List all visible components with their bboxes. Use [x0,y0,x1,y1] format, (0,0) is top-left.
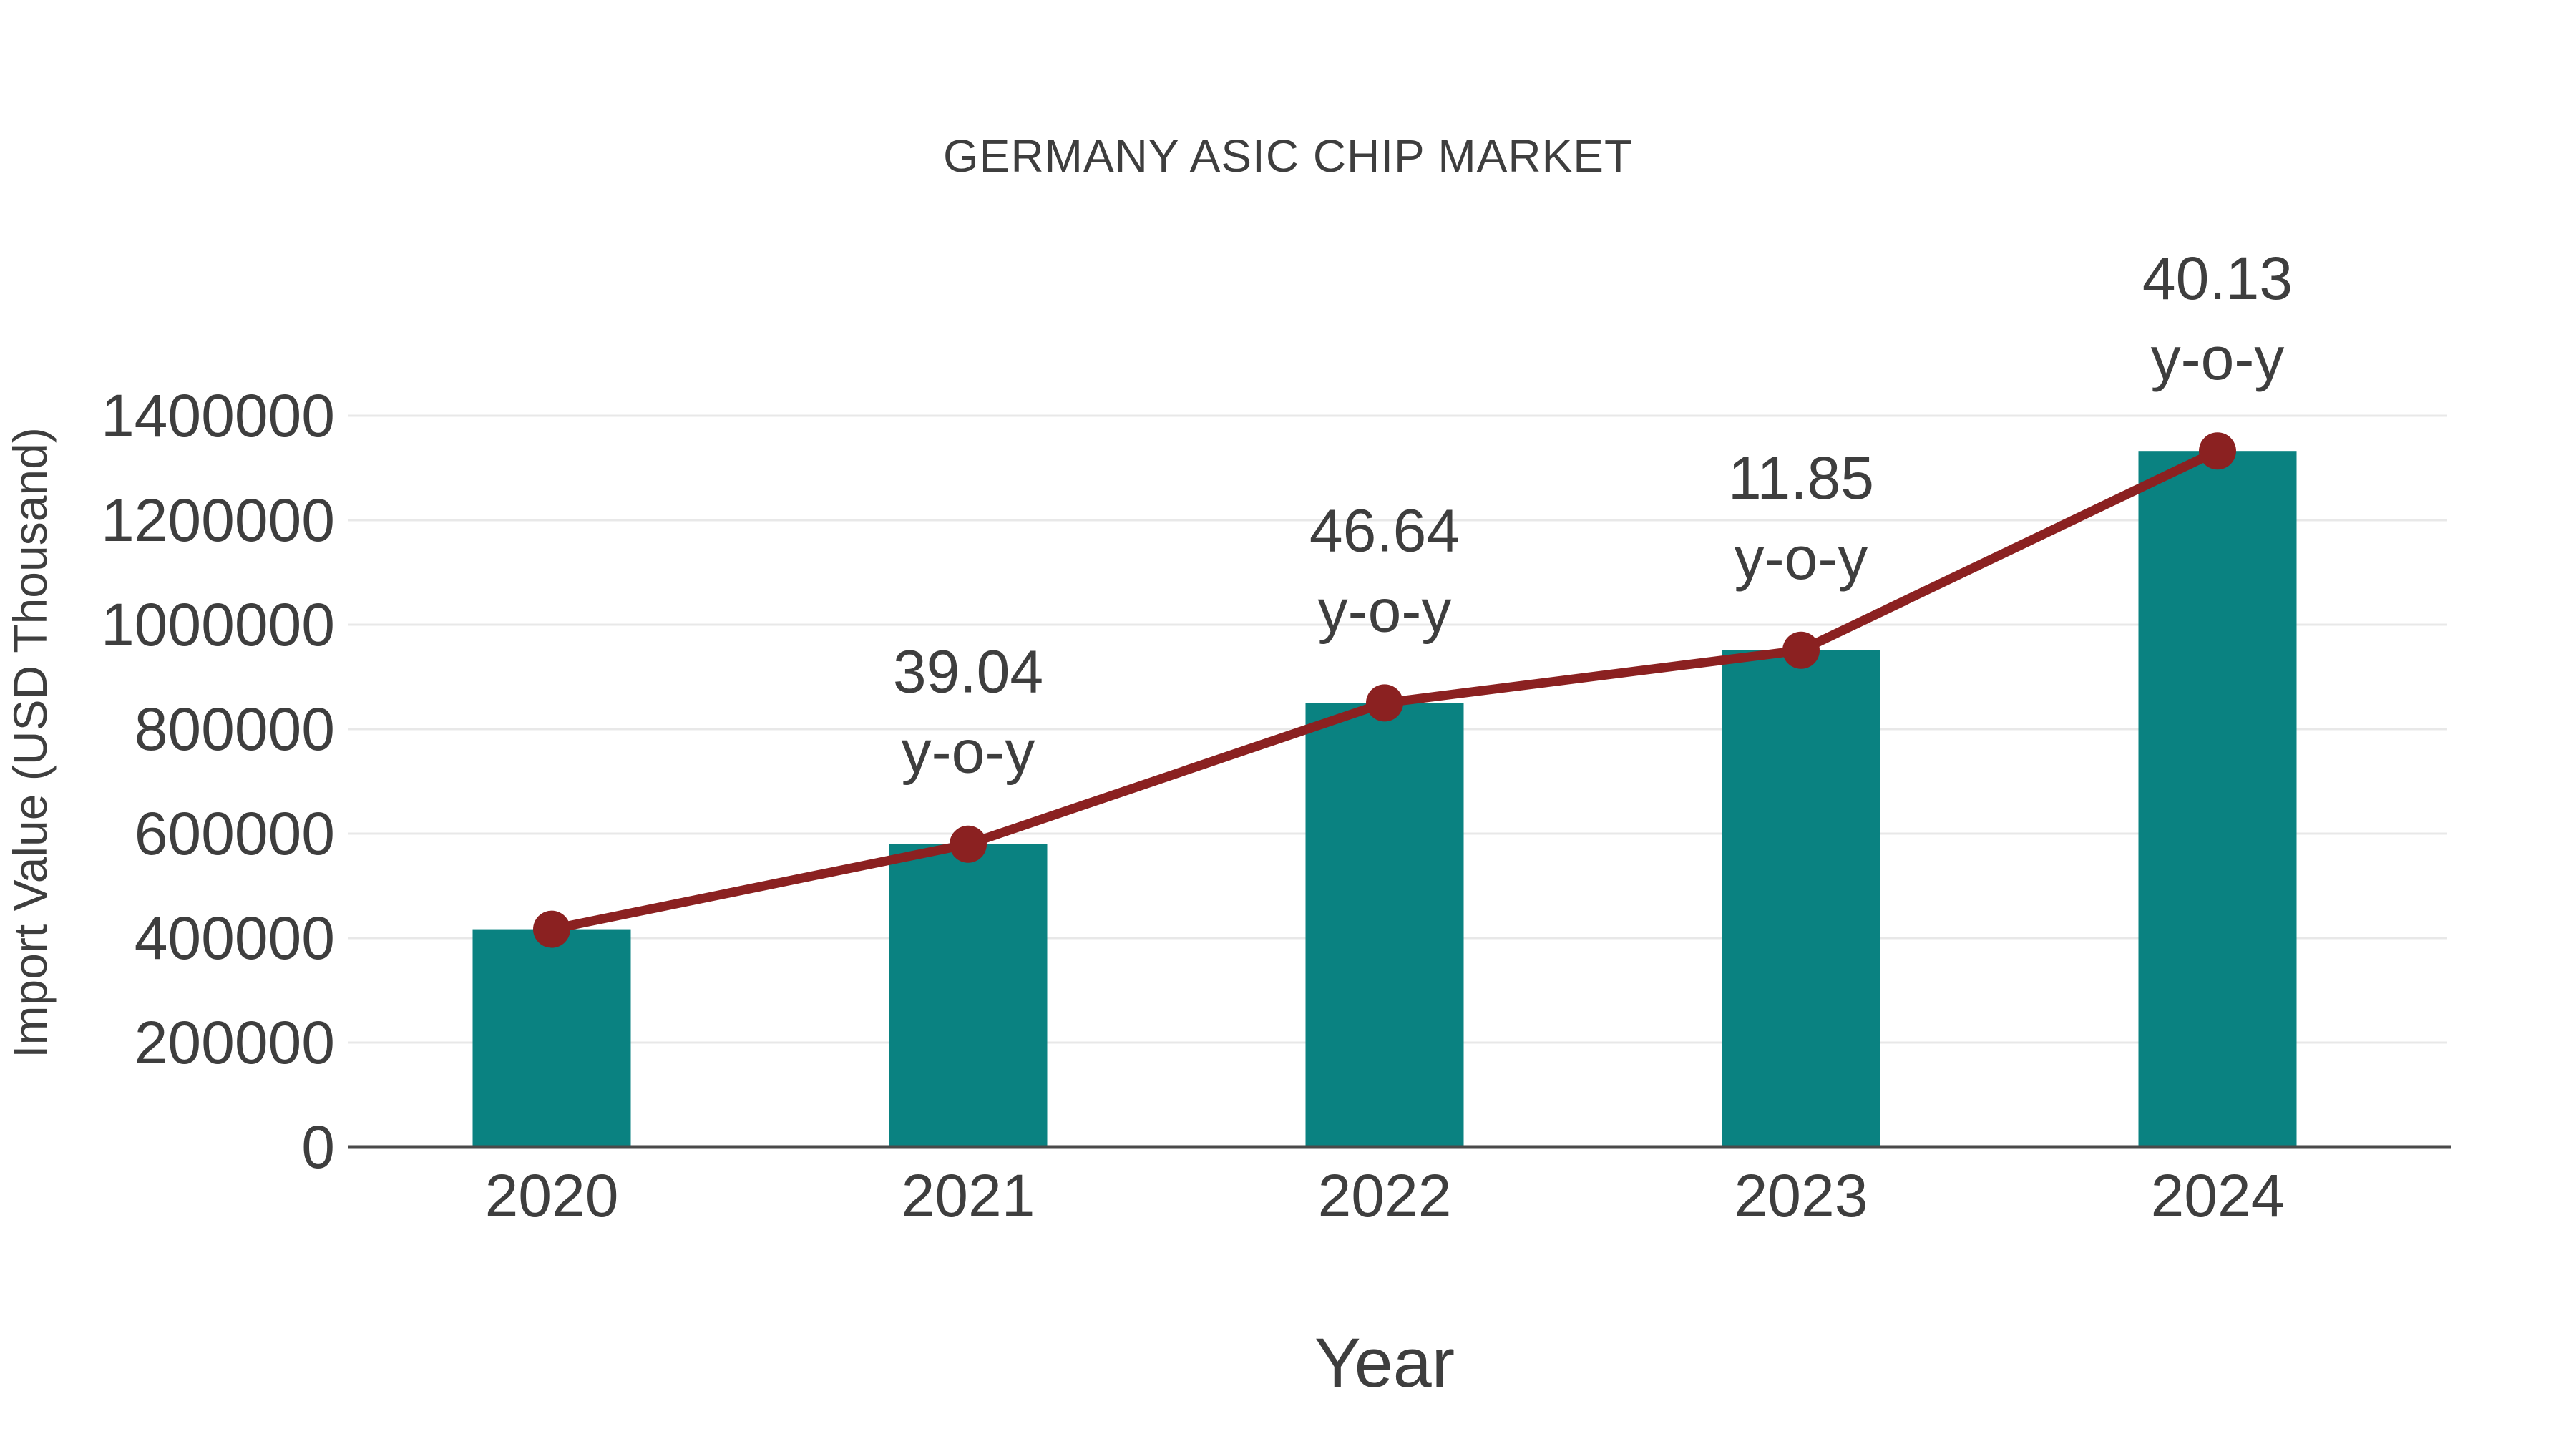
x-tick-label-2021: 2021 [902,1162,1035,1229]
bar-2021 [889,844,1048,1147]
x-tick-label-2022: 2022 [1318,1162,1452,1229]
line-marker-2020 [533,910,570,948]
line-marker-2021 [950,825,987,863]
bar-2024 [2138,451,2297,1147]
growth-label-value-2023: 11.85 [1728,444,1874,512]
growth-label-suffix-2024: y-o-y [2151,325,2285,392]
x-tick-label-2023: 2023 [1735,1162,1868,1229]
y-tick-label-200000: 200000 [135,1009,335,1076]
y-tick-label-1400000: 1400000 [101,382,335,449]
x-tick-label-2024: 2024 [2151,1162,2285,1229]
x-axis-title: Year [1314,1324,1455,1402]
y-tick-label-600000: 600000 [135,800,335,867]
growth-label-value-2024: 40.13 [2142,245,2293,312]
bar-2020 [472,929,631,1147]
bar-2023 [1722,650,1880,1147]
line-marker-2022 [1366,684,1403,722]
y-tick-label-400000: 400000 [135,904,335,972]
growth-label-suffix-2021: y-o-y [902,718,1035,786]
line-marker-2023 [1782,631,1820,669]
growth-label-suffix-2023: y-o-y [1735,525,1868,592]
line-marker-2024 [2199,432,2236,470]
x-tick-label-2020: 2020 [485,1162,619,1229]
y-tick-label-800000: 800000 [135,696,335,763]
growth-label-suffix-2022: y-o-y [1318,577,1452,644]
y-tick-label-1200000: 1200000 [101,487,335,554]
chart-title: GERMANY ASIC CHIP MARKET [942,130,1634,182]
bar-2022 [1305,703,1464,1147]
growth-label-value-2022: 46.64 [1309,497,1460,564]
y-tick-label-0: 0 [301,1113,335,1181]
growth-label-value-2021: 39.04 [893,638,1043,706]
y-tick-label-1000000: 1000000 [101,591,335,658]
